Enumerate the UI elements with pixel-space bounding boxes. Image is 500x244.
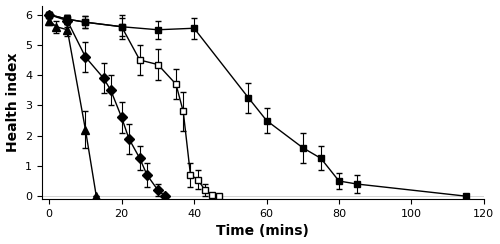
X-axis label: Time (mins): Time (mins) [216,224,310,238]
Y-axis label: Health index: Health index [6,53,20,152]
